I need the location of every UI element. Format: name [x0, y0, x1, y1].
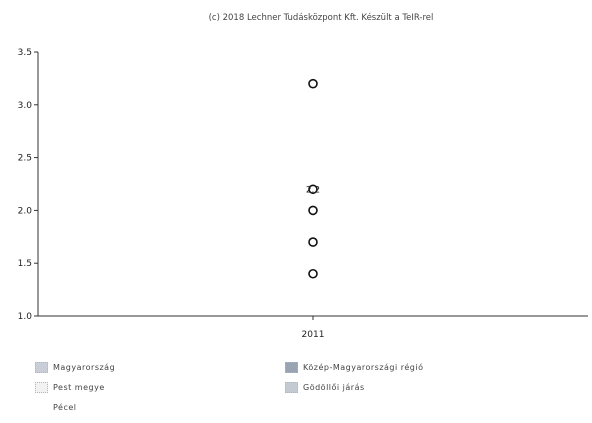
y-tick-label: 1.5: [18, 259, 32, 269]
legend-item: Pest megye: [35, 380, 105, 394]
legend-label: Pest megye: [53, 382, 105, 392]
legend-label: Pécel: [53, 402, 77, 412]
data-point-3: [308, 78, 318, 89]
legend-label: Gödöllői járás: [303, 382, 365, 392]
data-points: [308, 78, 318, 279]
legend-swatch: [35, 401, 48, 413]
annotations: 2.2: [306, 185, 320, 195]
y-tick-label: 3.5: [18, 48, 32, 58]
legend-swatch: [35, 361, 48, 373]
y-tick-label: 3.0: [18, 101, 33, 111]
y-tick-label: 2.5: [18, 154, 32, 164]
legend-item: Magyarország: [35, 360, 115, 374]
legend-swatch: [285, 361, 298, 373]
y-tick-label: 2.0: [18, 206, 33, 216]
data-point-2: [308, 237, 318, 247]
x-tick-label: 2011: [302, 330, 325, 340]
legend-label: Magyarország: [53, 362, 116, 372]
data-label: 2.2: [306, 185, 320, 195]
legend-item: Gödöllői járás: [285, 380, 365, 394]
legend-swatch: [35, 381, 48, 393]
legend-item: Közép-Magyarországi régió: [285, 360, 424, 374]
y-tick-label: 1.0: [18, 312, 33, 322]
x-axis: 2011: [38, 315, 588, 340]
chart-title: (c) 2018 Lechner Tudásközpont Kft. Készü…: [209, 12, 434, 23]
data-point-4: [308, 184, 318, 195]
data-point-1: [308, 205, 318, 216]
y-axis: 1.0 1.5 2.0 2.5 3.0 3.5: [18, 48, 39, 322]
legend-label: Közép-Magyarországi régió: [303, 362, 424, 372]
legend-item: Pécel: [35, 400, 77, 414]
legend-swatch: [285, 381, 298, 393]
data-point-0: [308, 268, 318, 279]
